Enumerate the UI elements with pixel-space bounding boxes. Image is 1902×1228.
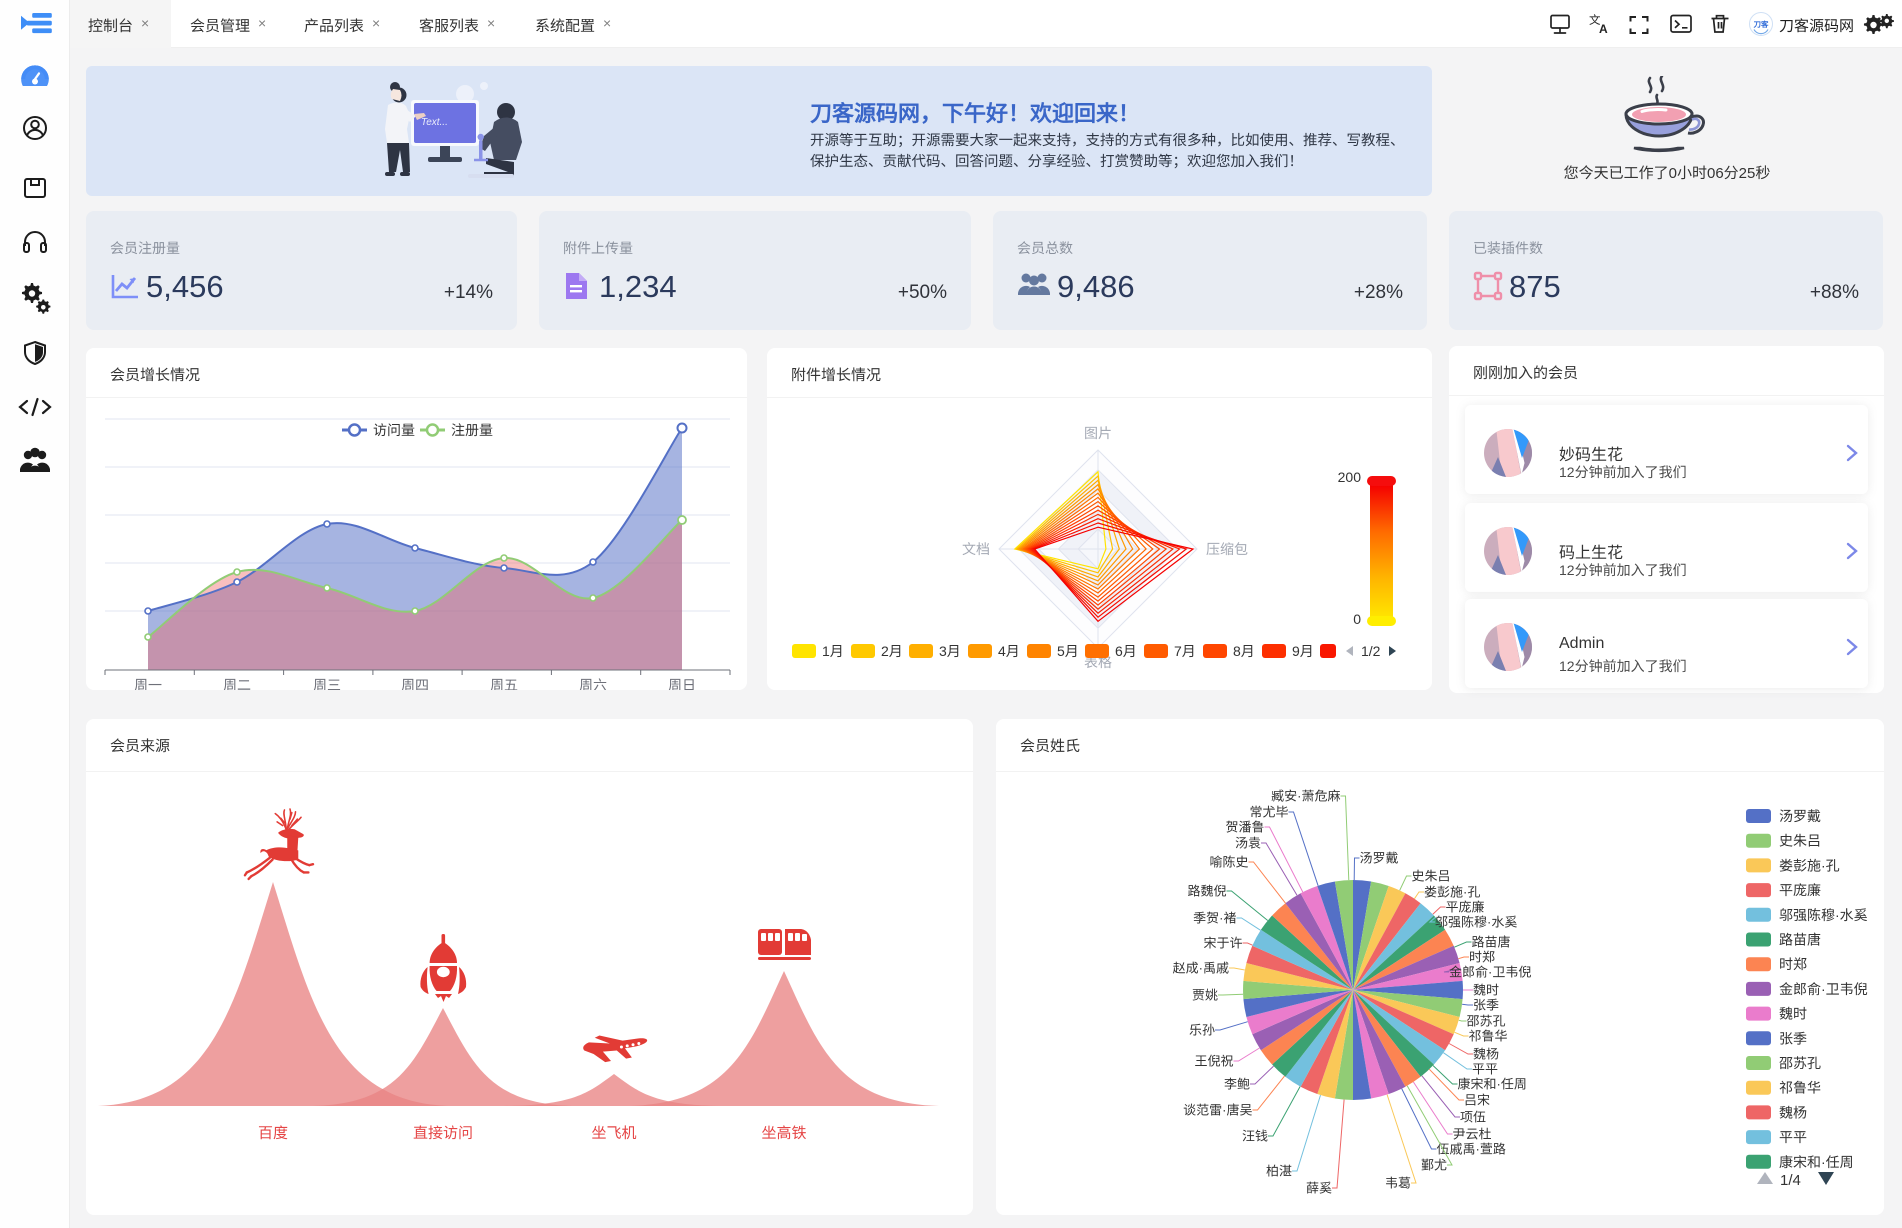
- svg-text:文: 文: [1589, 12, 1601, 28]
- svg-text:金郎俞·卫韦倪: 金郎俞·卫韦倪: [1449, 965, 1531, 980]
- svg-text:喻陈史: 喻陈史: [1209, 855, 1248, 870]
- svg-text:A: A: [1599, 22, 1608, 36]
- svg-text:谈范雷·唐吴: 谈范雷·唐吴: [1183, 1103, 1252, 1118]
- svg-text:1月: 1月: [822, 643, 844, 659]
- svg-text:臧安·萧危麻: 臧安·萧危麻: [1271, 789, 1340, 804]
- svg-text:平庞廉: 平庞廉: [1779, 882, 1821, 898]
- svg-text:汤罗戴: 汤罗戴: [1779, 808, 1821, 824]
- svg-text:百度: 百度: [258, 1125, 288, 1142]
- svg-text:乐孙: 乐孙: [1189, 1023, 1215, 1038]
- svg-text:路苗唐: 路苗唐: [1779, 932, 1821, 948]
- svg-text:史朱吕: 史朱吕: [1779, 833, 1821, 849]
- svg-text:1/4: 1/4: [1780, 1172, 1801, 1189]
- svg-text:汤袁: 汤袁: [1235, 836, 1261, 851]
- svg-text:韦葛: 韦葛: [1385, 1176, 1411, 1191]
- svg-text:平平: 平平: [1779, 1129, 1807, 1145]
- svg-text:康宋和·任周: 康宋和·任周: [1779, 1154, 1854, 1170]
- svg-text:邵苏孔: 邵苏孔: [1779, 1055, 1821, 1071]
- svg-text:王倪祝: 王倪祝: [1194, 1054, 1233, 1069]
- svg-text:7月: 7月: [1174, 643, 1196, 659]
- svg-text:祁鲁华: 祁鲁华: [1779, 1080, 1821, 1096]
- svg-text:贺潘鲁: 贺潘鲁: [1225, 820, 1264, 835]
- svg-text:汤罗戴: 汤罗戴: [1360, 851, 1399, 866]
- svg-text:金郎俞·卫韦倪: 金郎俞·卫韦倪: [1779, 981, 1868, 997]
- svg-text:宋于许: 宋于许: [1203, 936, 1242, 951]
- svg-text:张季: 张季: [1473, 998, 1499, 1013]
- svg-text:柏湛: 柏湛: [1266, 1164, 1292, 1179]
- svg-text:2月: 2月: [881, 643, 903, 659]
- svg-text:图片: 图片: [1084, 425, 1112, 441]
- svg-text:娄彭施·孔: 娄彭施·孔: [1424, 885, 1480, 900]
- svg-text:尹云杜: 尹云杜: [1453, 1127, 1492, 1142]
- svg-text:坐高铁: 坐高铁: [761, 1125, 806, 1142]
- svg-text:平平: 平平: [1472, 1062, 1498, 1077]
- svg-text:刀客: 刀客: [1754, 19, 1770, 30]
- svg-text:3月: 3月: [939, 643, 961, 659]
- svg-text:康宋和·任周: 康宋和·任周: [1458, 1077, 1527, 1092]
- svg-text:周日: 周日: [668, 677, 696, 690]
- svg-text:伍戚禹·萱路: 伍戚禹·萱路: [1437, 1142, 1506, 1157]
- svg-text:贾姚: 贾姚: [1192, 988, 1218, 1003]
- svg-text:路魏倪: 路魏倪: [1187, 884, 1226, 899]
- svg-text:祁鲁华: 祁鲁华: [1469, 1029, 1508, 1044]
- svg-text:Text...: Text...: [421, 117, 448, 128]
- svg-text:季贺·褚: 季贺·褚: [1193, 911, 1236, 926]
- svg-text:时郑: 时郑: [1779, 956, 1807, 972]
- svg-text:常尤毕: 常尤毕: [1249, 805, 1288, 820]
- svg-text:访问量: 访问量: [373, 422, 415, 438]
- svg-text:坐飞机: 坐飞机: [591, 1125, 636, 1142]
- svg-text:注册量: 注册量: [451, 422, 493, 438]
- svg-text:0: 0: [1353, 611, 1361, 627]
- svg-text:周四: 周四: [401, 677, 429, 690]
- svg-text:娄彭施·孔: 娄彭施·孔: [1779, 857, 1840, 873]
- svg-text:时郑: 时郑: [1469, 950, 1495, 965]
- svg-text:魏杨: 魏杨: [1473, 1047, 1499, 1062]
- svg-text:汪钱: 汪钱: [1242, 1129, 1268, 1144]
- svg-text:项伍: 项伍: [1460, 1110, 1486, 1125]
- svg-text:8月: 8月: [1233, 643, 1255, 659]
- svg-text:张季: 张季: [1779, 1030, 1807, 1046]
- svg-text:邬强陈穆·水奚: 邬强陈穆·水奚: [1435, 915, 1517, 930]
- svg-text:压缩包: 压缩包: [1206, 541, 1248, 557]
- svg-text:9月: 9月: [1292, 643, 1314, 659]
- svg-text:路苗唐: 路苗唐: [1472, 935, 1511, 950]
- svg-text:薛奚: 薛奚: [1306, 1181, 1332, 1196]
- svg-text:鄞尤: 鄞尤: [1421, 1158, 1447, 1173]
- svg-text:魏时: 魏时: [1779, 1006, 1807, 1022]
- svg-text:邬强陈穆·水奚: 邬强陈穆·水奚: [1779, 907, 1868, 923]
- svg-text:6月: 6月: [1115, 643, 1137, 659]
- svg-text:周五: 周五: [490, 677, 518, 690]
- svg-text:直接访问: 直接访问: [413, 1125, 473, 1142]
- svg-text:周一: 周一: [134, 677, 162, 690]
- svg-text:周三: 周三: [313, 677, 341, 690]
- svg-text:周二: 周二: [223, 677, 251, 690]
- svg-text:文档: 文档: [962, 541, 990, 557]
- svg-text:周六: 周六: [579, 677, 607, 690]
- svg-text:史朱吕: 史朱吕: [1412, 869, 1451, 884]
- svg-text:吕宋: 吕宋: [1464, 1093, 1490, 1108]
- svg-text:魏时: 魏时: [1473, 983, 1499, 998]
- svg-text:魏杨: 魏杨: [1779, 1104, 1807, 1120]
- svg-text:赵成·禹戚: 赵成·禹戚: [1173, 961, 1229, 976]
- svg-text:李鲍: 李鲍: [1224, 1077, 1250, 1092]
- svg-text:200: 200: [1338, 469, 1362, 485]
- svg-text:平庞廉: 平庞廉: [1446, 900, 1485, 915]
- svg-text:邵苏孔: 邵苏孔: [1467, 1014, 1506, 1029]
- svg-text:5月: 5月: [1057, 643, 1079, 659]
- svg-text:4月: 4月: [998, 643, 1020, 659]
- svg-text:1/2: 1/2: [1361, 643, 1381, 659]
